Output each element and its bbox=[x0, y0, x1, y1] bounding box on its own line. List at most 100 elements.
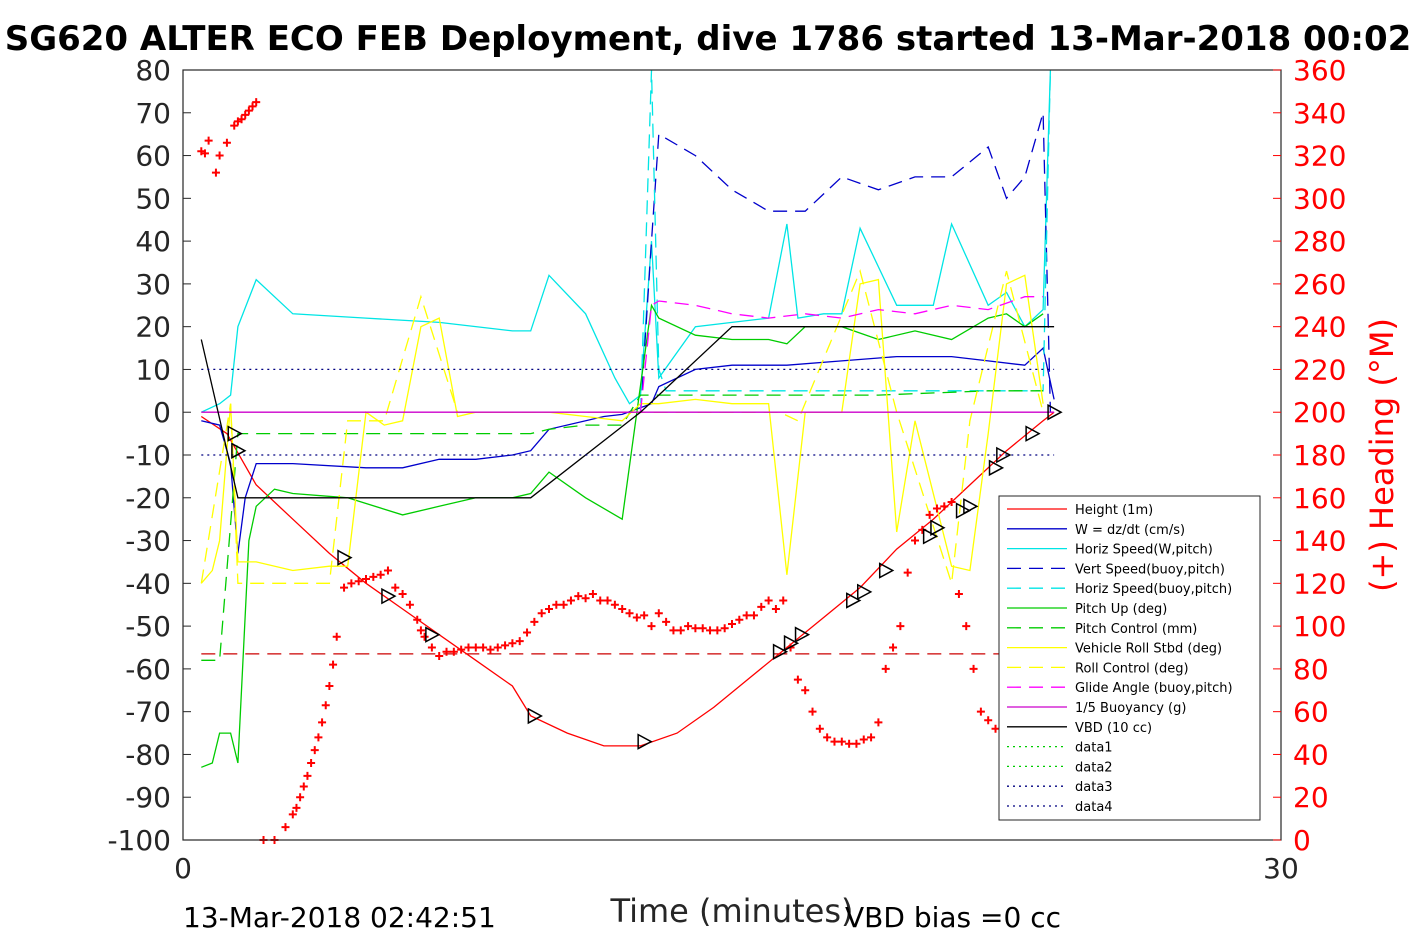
legend-label: 1/5 Buoyancy (g) bbox=[1075, 701, 1186, 716]
heading-point bbox=[654, 609, 663, 618]
triangle-marker bbox=[227, 425, 243, 442]
heading-point bbox=[801, 686, 810, 695]
heading-point bbox=[706, 626, 715, 635]
legend-label: Horiz Speed(W,pitch) bbox=[1075, 543, 1213, 558]
heading-point bbox=[991, 724, 1000, 733]
heading-point bbox=[244, 106, 253, 115]
heading-point bbox=[523, 628, 532, 637]
heading-point bbox=[545, 605, 553, 613]
left-tick-label: -30 bbox=[125, 525, 171, 558]
heading-point bbox=[508, 639, 517, 648]
right-tick-label: 180 bbox=[1293, 439, 1346, 472]
heading-point bbox=[852, 739, 861, 748]
legend-label: Horiz Speed(buoy,pitch) bbox=[1075, 582, 1232, 597]
right-tick-label: 160 bbox=[1293, 482, 1346, 515]
heading-point bbox=[691, 624, 700, 633]
heading-point bbox=[457, 645, 466, 654]
right-tick-label: 60 bbox=[1293, 696, 1329, 729]
triangle-marker bbox=[878, 562, 895, 579]
x-tick-label: 30 bbox=[1263, 852, 1299, 885]
heading-point bbox=[559, 600, 568, 609]
heading-point bbox=[684, 622, 693, 631]
right-tick-label: 340 bbox=[1293, 97, 1346, 130]
legend-label: data1 bbox=[1075, 741, 1113, 756]
heading-point bbox=[552, 600, 561, 609]
heading-point bbox=[281, 823, 290, 832]
heading-point bbox=[449, 647, 458, 656]
left-tick-label: 70 bbox=[135, 97, 171, 130]
heading-point bbox=[325, 682, 334, 690]
heading-point bbox=[332, 632, 341, 641]
heading-point bbox=[347, 579, 356, 588]
left-tick-label: -40 bbox=[125, 567, 171, 600]
heading-point bbox=[881, 664, 890, 673]
heading-point bbox=[720, 624, 729, 633]
heading-point bbox=[903, 568, 912, 577]
heading-point bbox=[307, 759, 316, 767]
triangle-marker bbox=[527, 707, 543, 725]
heading-point bbox=[515, 637, 524, 646]
triangle-marker bbox=[381, 587, 397, 605]
heading-point bbox=[962, 622, 971, 631]
legend-box bbox=[998, 495, 1261, 821]
heading-point bbox=[896, 622, 905, 631]
heading-point bbox=[742, 611, 751, 620]
legend-label: data2 bbox=[1075, 760, 1113, 775]
heading-point bbox=[566, 596, 575, 605]
triangle-markers bbox=[227, 403, 1063, 750]
triangle-marker bbox=[231, 442, 247, 459]
heading-point bbox=[464, 643, 473, 652]
heading-point bbox=[779, 596, 788, 605]
heading-point bbox=[618, 605, 627, 613]
heading-point bbox=[932, 504, 941, 513]
heading-point bbox=[211, 168, 220, 177]
heading-point bbox=[501, 641, 510, 650]
legend-label: Vehicle Roll Stbd (deg) bbox=[1075, 642, 1222, 657]
heading-point bbox=[230, 121, 239, 130]
x-ticks: 0 30 bbox=[174, 832, 1299, 885]
heading-point bbox=[698, 624, 707, 633]
heading-point bbox=[241, 110, 250, 119]
heading-point bbox=[398, 590, 407, 599]
left-tick-label: -20 bbox=[125, 482, 171, 515]
heading-point bbox=[369, 572, 378, 581]
heading-point bbox=[215, 151, 224, 160]
heading-point bbox=[757, 602, 766, 611]
heading-point bbox=[596, 596, 605, 605]
heading-point bbox=[603, 596, 612, 605]
left-tick-label: -80 bbox=[125, 738, 171, 771]
footer-timestamp: 13-Mar-2018 02:42:51 bbox=[183, 901, 496, 934]
triangle-marker bbox=[996, 446, 1012, 464]
heading-point bbox=[662, 617, 671, 626]
heading-point bbox=[940, 502, 949, 511]
heading-point bbox=[845, 739, 854, 748]
heading-point bbox=[749, 611, 758, 620]
heading-point bbox=[954, 590, 963, 599]
left-tick-label: 20 bbox=[135, 311, 171, 344]
left-tick-label: -60 bbox=[125, 653, 171, 686]
heading-point bbox=[486, 645, 495, 654]
right-tick-label: 300 bbox=[1293, 182, 1346, 215]
series-line bbox=[200, 274, 1044, 584]
legend-label: Roll Control (deg) bbox=[1075, 661, 1189, 676]
heading-point bbox=[248, 102, 257, 111]
left-tick-label: -100 bbox=[107, 824, 171, 857]
heading-point bbox=[771, 605, 780, 613]
heading-point bbox=[479, 643, 488, 652]
legend-label: VBD (10 cc) bbox=[1075, 721, 1152, 736]
heading-point bbox=[632, 613, 641, 622]
heading-point bbox=[292, 803, 301, 812]
heading-point bbox=[296, 793, 305, 802]
heading-point bbox=[314, 733, 323, 742]
triangle-marker bbox=[963, 498, 979, 515]
left-tick-label: -90 bbox=[125, 781, 171, 814]
heading-point bbox=[837, 737, 846, 746]
legend-label: data3 bbox=[1075, 780, 1113, 795]
triangle-marker bbox=[955, 502, 972, 519]
left-tick-label: 60 bbox=[135, 140, 171, 173]
heading-point bbox=[427, 643, 436, 652]
heading-point bbox=[984, 716, 993, 725]
triangle-marker bbox=[1025, 425, 1041, 442]
right-tick-label: 40 bbox=[1293, 738, 1329, 771]
heading-point bbox=[204, 136, 213, 145]
